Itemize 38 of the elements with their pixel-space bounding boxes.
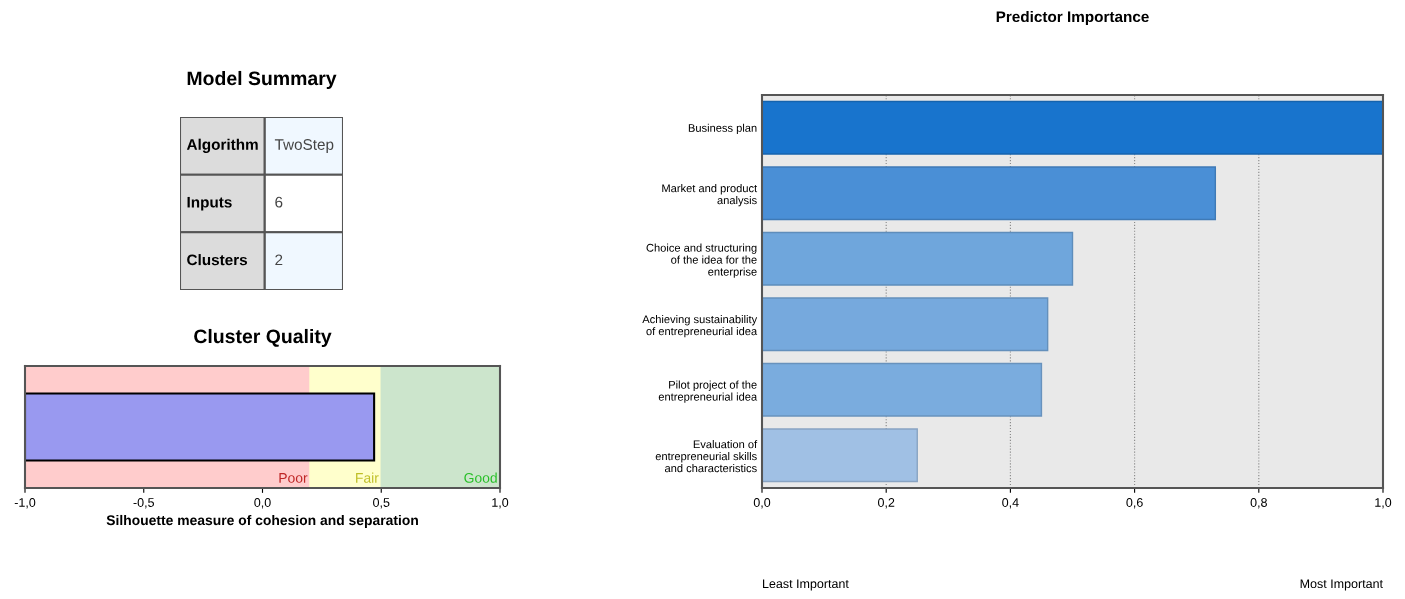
text: Most Important: [1300, 579, 1383, 591]
x-tick-label: 0,5: [373, 498, 390, 509]
x-axis-title: Silhouette measure of cohesion and separation: [106, 514, 418, 528]
text: Clusters: [187, 254, 248, 266]
x-tick-label: 0,6: [1126, 498, 1143, 509]
text: TwoStep: [274, 139, 334, 153]
x-tick-label: -0,5: [133, 498, 154, 509]
band-label: Good: [464, 472, 497, 483]
text: 2: [275, 254, 283, 266]
y-tick-label: Business plan: [688, 123, 757, 135]
bar: [762, 166, 1217, 221]
chart-title: Cluster Quality: [194, 328, 332, 348]
text: 6: [275, 196, 283, 208]
bar: [762, 428, 918, 483]
chart-title: Predictor Importance: [996, 10, 1149, 26]
y-tick-label: Market and product analysis: [662, 184, 758, 207]
x-tick-label: 1,0: [1375, 498, 1392, 509]
x-tick-label: 0,8: [1250, 498, 1267, 509]
y-tick-label: Achieving sustainability of entrepreneurial idea: [642, 315, 758, 338]
text: Algorithm: [186, 138, 258, 153]
y-tick-label: Evaluation of entrepreneurial skills and characteristics: [655, 440, 758, 473]
band-label: Poor: [279, 473, 308, 483]
bar: [762, 100, 1383, 155]
text: Model Summary: [187, 70, 337, 90]
text: Inputs: [187, 196, 232, 211]
x-tick-label: 0,0: [254, 498, 271, 509]
band-label: Fair: [356, 472, 379, 483]
bar: [762, 362, 1043, 417]
x-tick-label: 0,0: [753, 498, 771, 509]
x-tick-label: 0,4: [1002, 498, 1019, 509]
text: Least Important: [763, 579, 849, 591]
x-tick-label: 1,0: [492, 498, 509, 509]
bar: [762, 231, 1074, 286]
y-tick-label: Pilot project of the entrepreneurial idea: [658, 380, 758, 403]
y-tick-label: Choice and structuring of the idea for the enterprise: [646, 243, 757, 278]
x-tick-label: 0,2: [878, 498, 895, 509]
x-tick-label: -1,0: [14, 498, 36, 509]
bar: [762, 297, 1049, 352]
